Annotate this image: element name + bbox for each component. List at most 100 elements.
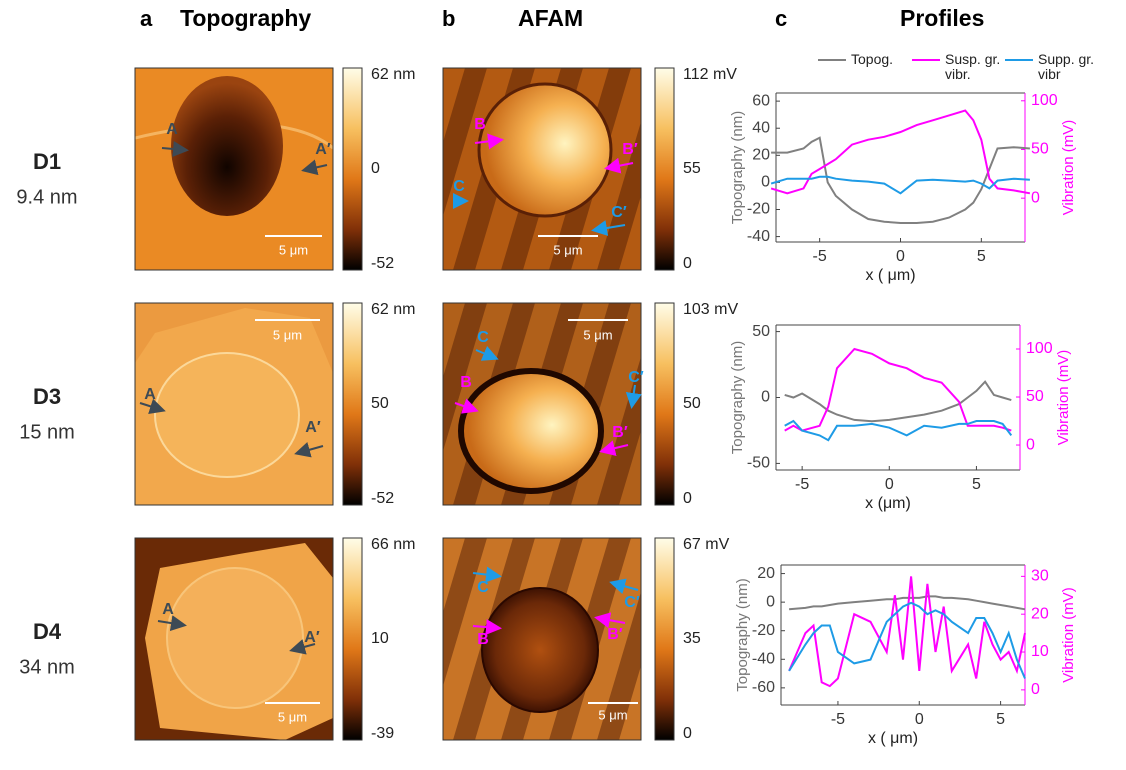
x-tick-label: 0 [915, 711, 924, 728]
scale-bar-label: 5 μm [553, 242, 582, 257]
scale-bar-label: 5 μm [279, 242, 308, 257]
colorbar-label: 0 [683, 725, 692, 742]
colorbar-label: 0 [371, 160, 380, 177]
x-axis-label: x ( μm) [868, 730, 918, 747]
y2-tick-label: 50 [1026, 388, 1044, 405]
scale-bar-label: 5 μm [273, 327, 302, 342]
marker-label: A′ [304, 629, 320, 646]
sample-thickness: 15 nm [19, 421, 75, 443]
profile-line [785, 382, 1012, 422]
colorbar-label: 35 [683, 630, 701, 647]
y2-tick-label: 100 [1031, 92, 1058, 109]
x-tick-label: 5 [996, 711, 1005, 728]
sample-name: D3 [33, 384, 61, 409]
scale-bar-label: 5 μm [598, 707, 627, 722]
x-tick-label: -5 [813, 248, 827, 265]
y2-tick-label: 0 [1031, 189, 1040, 206]
colorbar-label: 67 mV [683, 536, 730, 553]
y2-axis-label: Vibration (mV) [1055, 350, 1072, 446]
colorbar-label: 62 nm [371, 301, 415, 318]
panel-letter: c [775, 6, 787, 31]
y-tick-label: 60 [752, 92, 770, 109]
marker-label: A [162, 601, 174, 618]
micrograph [135, 68, 333, 270]
y2-tick-label: 0 [1031, 681, 1040, 698]
colorbar [655, 303, 674, 505]
panel-title: AFAM [518, 5, 583, 31]
y-tick-label: 0 [761, 389, 770, 406]
suspended-region [479, 84, 611, 216]
colorbar-label: 0 [683, 255, 692, 272]
suspended-region [171, 76, 283, 216]
micrograph [135, 303, 333, 505]
marker-label: B [460, 374, 472, 391]
panel-title: Profiles [900, 5, 984, 31]
marker-label: C′ [628, 369, 644, 386]
colorbar-label: 62 nm [371, 66, 415, 83]
x-tick-label: 0 [896, 248, 905, 265]
marker-label: A [144, 386, 156, 403]
colorbar-label: 55 [683, 160, 701, 177]
suspended-region [167, 568, 303, 708]
micrograph [405, 68, 727, 270]
y-axis-label: Topography (nm) [729, 341, 746, 454]
colorbar-label: 0 [683, 490, 692, 507]
marker-label: B′ [607, 626, 623, 643]
marker-label: C′ [611, 204, 627, 221]
figure: a Topography b AFAM c Profiles D19.4 nm6… [0, 0, 1126, 770]
sample-name: D4 [33, 619, 62, 644]
x-tick-label: 5 [977, 248, 986, 265]
y2-axis-label: Vibration (mV) [1060, 120, 1077, 216]
marker-label: C [477, 579, 489, 596]
marker-label: B [477, 631, 489, 648]
profile-line [789, 576, 1025, 686]
x-tick-label: 5 [972, 476, 981, 493]
y2-tick-label: 100 [1026, 340, 1053, 357]
y2-tick-label: 10 [1031, 643, 1049, 660]
marker-label: B′ [612, 424, 628, 441]
colorbar-label: 50 [683, 395, 701, 412]
y-axis-label: Topography (nm) [734, 578, 751, 691]
colorbar-label: -39 [371, 725, 394, 742]
y-tick-label: -40 [747, 228, 770, 245]
y-tick-label: -20 [747, 201, 770, 218]
panel-letter: a [140, 6, 153, 31]
micrograph [405, 303, 727, 505]
x-axis-label: x ( μm) [865, 267, 915, 284]
figure-canvas: a Topography b AFAM c Profiles D19.4 nm6… [0, 0, 1126, 770]
marker-label: A′ [315, 141, 331, 158]
y-tick-label: -20 [752, 622, 775, 639]
colorbar [655, 68, 674, 270]
profile-line [785, 421, 1012, 440]
colorbar [343, 303, 362, 505]
y2-axis-label: Vibration (mV) [1060, 587, 1077, 683]
marker-label: C [477, 329, 489, 346]
marker-label: B [474, 116, 486, 133]
colorbar-label: 66 nm [371, 536, 415, 553]
y2-tick-label: 50 [1031, 141, 1049, 158]
marker-label: B′ [622, 141, 638, 158]
y-tick-label: 20 [752, 147, 770, 164]
scale-bar-label: 5 μm [278, 709, 307, 724]
marker-label: C [453, 178, 465, 195]
marker-label: A′ [305, 419, 321, 436]
y2-tick-label: 0 [1026, 436, 1035, 453]
x-tick-label: -5 [831, 711, 845, 728]
legend-label: Topog. [851, 52, 909, 67]
y-axis-label: Topography (nm) [729, 111, 746, 224]
y-tick-label: 0 [761, 174, 770, 191]
sample-name: D1 [33, 149, 61, 174]
panel-title: Topography [180, 5, 311, 31]
colorbar-label: 103 mV [683, 301, 738, 318]
y-tick-label: -60 [752, 679, 775, 696]
scale-bar-label: 5 μm [583, 327, 612, 342]
suspended-region [155, 353, 299, 477]
x-axis-label: x (μm) [865, 495, 911, 512]
colorbar-label: 10 [371, 630, 389, 647]
x-tick-label: -5 [795, 476, 809, 493]
panel-letter: b [442, 6, 455, 31]
legend-label: Susp. gr. vibr. [945, 52, 1003, 82]
colorbar [343, 538, 362, 740]
y-tick-label: 20 [757, 565, 775, 582]
colorbar-label: 112 mV [683, 66, 737, 83]
